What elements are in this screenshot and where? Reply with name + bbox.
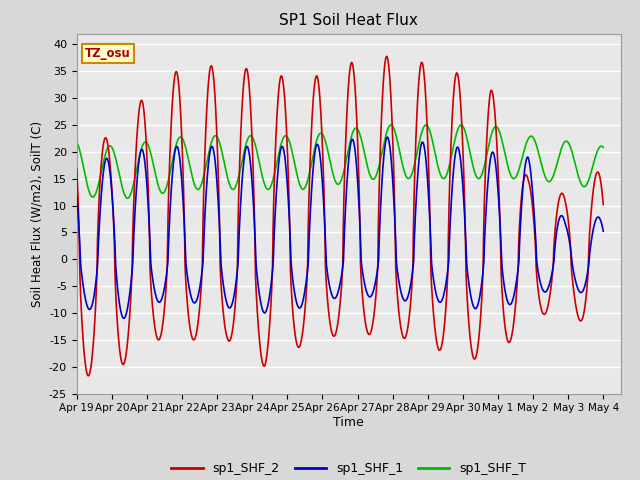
sp1_SHF_1	[383, 134, 391, 140]
sp1_SHF_T	[275, 150, 283, 156]
sp1_SHF_1	[133, 178, 141, 184]
sp1_SHF_1	[120, 315, 128, 321]
Legend: sp1_SHF_2, sp1_SHF_1, sp1_SHF_T: sp1_SHF_2, sp1_SHF_1, sp1_SHF_T	[166, 457, 531, 480]
sp1_SHF_T	[532, 143, 540, 149]
sp1_SHF_2	[532, 270, 540, 276]
sp1_SHF_2	[73, 166, 81, 172]
sp1_SHF_T	[298, 186, 305, 192]
sp1_SHF_T	[73, 140, 81, 145]
sp1_SHF_1	[532, 255, 540, 261]
sp1_SHF_2	[600, 202, 607, 207]
sp1_SHF_1	[73, 193, 81, 199]
sp1_SHF_2	[298, 336, 305, 341]
sp1_SHF_T	[164, 178, 172, 183]
sp1_SHF_2	[84, 373, 92, 379]
sp1_SHF_1	[275, 159, 283, 165]
sp1_SHF_1	[298, 302, 305, 308]
sp1_SHF_2	[133, 132, 141, 138]
Line: sp1_SHF_T: sp1_SHF_T	[77, 125, 604, 198]
Text: TZ_osu: TZ_osu	[85, 47, 131, 60]
X-axis label: Time: Time	[333, 416, 364, 429]
sp1_SHF_1	[589, 227, 597, 232]
sp1_SHF_T	[600, 144, 607, 150]
sp1_SHF_1	[164, 248, 172, 254]
Title: SP1 Soil Heat Flux: SP1 Soil Heat Flux	[280, 13, 418, 28]
sp1_SHF_2	[275, 86, 283, 92]
Line: sp1_SHF_2: sp1_SHF_2	[77, 56, 604, 376]
sp1_SHF_T	[124, 195, 131, 201]
sp1_SHF_T	[133, 165, 141, 170]
Line: sp1_SHF_1: sp1_SHF_1	[77, 137, 604, 318]
Y-axis label: Soil Heat Flux (W/m2), SoilT (C): Soil Heat Flux (W/m2), SoilT (C)	[30, 120, 44, 307]
sp1_SHF_2	[164, 205, 172, 211]
sp1_SHF_2	[383, 53, 390, 59]
sp1_SHF_2	[589, 188, 597, 193]
sp1_SHF_1	[600, 228, 607, 234]
sp1_SHF_T	[457, 122, 465, 128]
sp1_SHF_T	[589, 162, 597, 168]
